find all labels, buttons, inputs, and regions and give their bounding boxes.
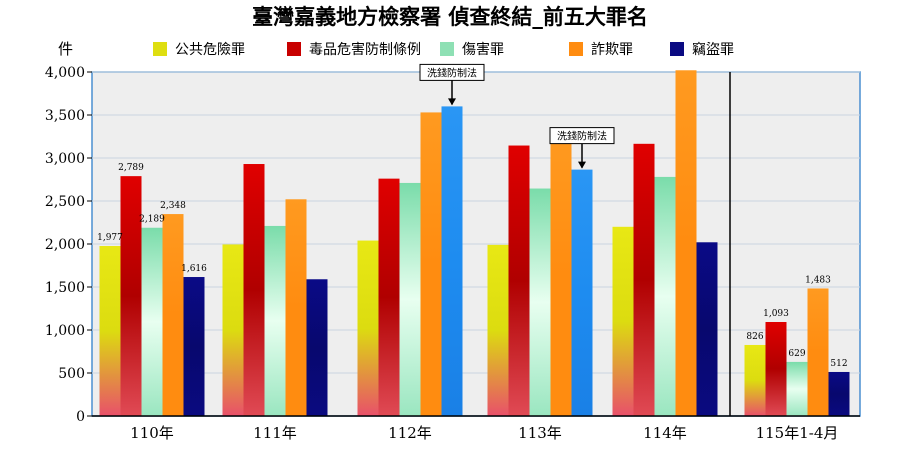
legend-label: 詐欺罪	[591, 42, 633, 58]
legend-label: 竊盜罪	[692, 42, 734, 58]
legend-swatch	[287, 42, 301, 56]
x-axis-ticks: 110年 111年 112年 113年 114年 115年1-4月	[130, 424, 838, 442]
legend: 公共危險罪 毒品危害防制條例 傷害罪 詐欺罪 竊盜罪	[153, 42, 734, 58]
bar	[675, 70, 697, 416]
legend-swatch	[440, 42, 454, 56]
data-label: 1,616	[181, 264, 207, 274]
y-tick-label: 2,500	[45, 194, 85, 210]
bar	[285, 199, 307, 416]
data-labels: 1,977 2,789 2,189 2,348 1,616 826 1,093 629 1,48…	[97, 163, 847, 369]
bar	[357, 240, 379, 416]
data-label: 629	[788, 349, 805, 359]
bar	[828, 371, 850, 416]
bar	[786, 361, 808, 416]
y-tick-label: 4,000	[45, 65, 85, 81]
bar	[744, 344, 766, 416]
data-label: 512	[830, 359, 847, 369]
x-tick-label: 110年	[130, 424, 174, 442]
bar	[529, 188, 551, 416]
y-axis-unit: 件	[58, 40, 73, 58]
y-tick-label: 0	[76, 409, 85, 425]
y-tick-label: 1,000	[45, 323, 85, 339]
bar	[550, 135, 572, 416]
annotation-arrowhead	[578, 161, 586, 169]
bar	[306, 279, 328, 416]
bar	[99, 245, 121, 416]
bar	[696, 242, 718, 416]
bar	[222, 244, 244, 416]
y-tick-label: 3,000	[45, 151, 85, 167]
bar	[141, 227, 163, 416]
bar	[765, 322, 787, 416]
legend-swatch	[153, 42, 167, 56]
bar	[487, 244, 509, 416]
bar	[508, 145, 530, 416]
legend-label: 傷害罪	[462, 42, 504, 58]
data-label: 1,093	[763, 309, 789, 319]
bar	[378, 178, 400, 416]
legend-swatch	[670, 42, 684, 56]
legend-label: 毒品危害防制條例	[309, 42, 421, 58]
y-tick-label: 2,000	[45, 237, 85, 253]
bar	[162, 214, 184, 416]
bar	[399, 182, 421, 416]
legend-swatch	[569, 42, 583, 56]
y-tick-label: 500	[58, 366, 85, 382]
bar	[571, 169, 593, 416]
annotation-arrowhead	[448, 98, 456, 106]
bars	[99, 70, 850, 417]
bar	[264, 225, 286, 416]
x-tick-label: 114年	[643, 424, 687, 442]
bar	[654, 176, 676, 416]
x-tick-label: 113年	[518, 424, 562, 442]
bar	[441, 106, 463, 417]
data-label: 2,189	[139, 215, 165, 225]
data-label: 2,348	[160, 201, 186, 211]
annotation-label: 洗錢防制法	[427, 66, 477, 79]
data-label: 1,483	[805, 275, 831, 285]
data-label: 1,977	[97, 233, 123, 243]
x-tick-label: 112年	[388, 424, 432, 442]
x-tick-label: 115年1-4月	[756, 424, 839, 442]
bar	[120, 176, 142, 416]
y-axis-ticks: 0 500 1,000 1,500 2,000 2,500 3,000 3,500 4,000	[45, 65, 92, 425]
y-tick-label: 1,500	[45, 280, 85, 296]
data-label: 2,789	[118, 163, 144, 173]
x-tick-label: 111年	[253, 424, 297, 442]
gridlines	[92, 71, 860, 374]
y-tick-label: 3,500	[45, 108, 85, 124]
bar	[183, 277, 205, 416]
bar	[420, 112, 442, 417]
bar	[243, 164, 265, 416]
chart-title: 臺灣嘉義地方檢察署 偵查終結_前五大罪名	[252, 4, 648, 29]
bar	[807, 288, 829, 416]
bar	[612, 226, 634, 416]
data-label: 826	[746, 332, 763, 342]
bar	[633, 143, 655, 416]
annotation-label: 洗錢防制法	[557, 130, 607, 143]
legend-label: 公共危險罪	[175, 42, 245, 58]
